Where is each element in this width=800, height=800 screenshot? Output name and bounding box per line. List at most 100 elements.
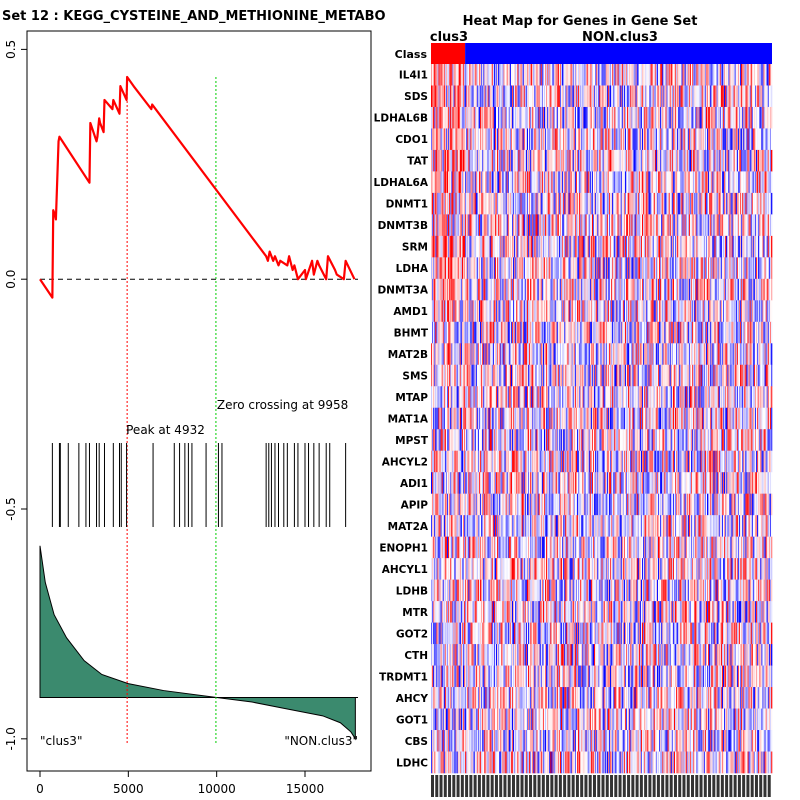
heatmap-cell <box>590 128 593 151</box>
heatmap-cell <box>699 278 701 301</box>
heatmap-cell <box>562 64 564 86</box>
heatmap-cell <box>530 85 532 108</box>
heatmap-cell <box>579 257 581 280</box>
heatmap-cell <box>730 106 732 129</box>
heatmap-cell <box>516 300 518 323</box>
heatmap-cell <box>592 128 595 151</box>
heatmap-cell <box>626 300 628 323</box>
heatmap-cell <box>649 64 651 86</box>
heatmap-cell <box>719 343 722 366</box>
heatmap-cell <box>661 214 663 237</box>
heatmap-cell <box>765 128 768 151</box>
heatmap-cell <box>606 364 609 387</box>
heatmap-cell <box>706 214 709 237</box>
heatmap-cell <box>662 106 664 129</box>
heatmap-cell <box>745 128 747 151</box>
heatmap-cell <box>566 149 568 172</box>
heatmap-cell <box>637 278 640 301</box>
heatmap-cell <box>732 64 734 86</box>
heatmap-cell <box>541 235 544 258</box>
heatmap-cell <box>627 343 629 366</box>
heatmap-cell <box>660 278 662 301</box>
heatmap-cell <box>603 106 606 129</box>
heatmap-cell <box>530 257 532 280</box>
heatmap-cell <box>643 192 645 215</box>
heatmap-cell <box>594 235 596 258</box>
heatmap-cell <box>562 364 564 387</box>
heatmap-cell <box>529 364 531 387</box>
heatmap-cell <box>599 85 601 108</box>
heatmap-cell <box>491 343 494 366</box>
heatmap-cell <box>490 64 493 86</box>
heatmap-cell <box>603 257 606 280</box>
heatmap-cell <box>530 235 532 258</box>
heatmap-cell <box>519 364 521 387</box>
heatmap-cell <box>678 85 680 108</box>
heatmap-cell <box>501 106 503 129</box>
heatmap-cell <box>716 85 719 108</box>
heatmap-cell <box>629 106 631 129</box>
heatmap-cell <box>712 257 714 280</box>
heatmap-cell <box>542 128 545 151</box>
heatmap-cell <box>545 343 547 366</box>
heatmap-cell <box>656 85 659 108</box>
heatmap-cell <box>460 235 463 258</box>
heatmap-cell <box>760 300 762 323</box>
heatmap-cell <box>546 171 548 194</box>
heatmap-cell <box>701 364 704 387</box>
heatmap-cell <box>736 64 739 86</box>
heatmap-cell <box>442 106 445 129</box>
heatmap-cell <box>592 64 595 86</box>
heatmap-cell <box>498 128 500 151</box>
heatmap-cell <box>613 300 615 323</box>
heatmap-cell <box>669 235 672 258</box>
heatmap-cell <box>520 192 522 215</box>
heatmap-cell <box>745 64 747 86</box>
heatmap-cell <box>451 214 453 237</box>
heatmap-cell <box>767 278 770 301</box>
heatmap-cell <box>458 85 461 108</box>
heatmap-cell <box>562 149 564 172</box>
heatmap-cell <box>449 149 451 172</box>
heatmap-cell <box>508 64 511 86</box>
heatmap-cell <box>543 321 546 344</box>
heatmap-cell <box>682 278 684 301</box>
heatmap-cell <box>645 300 647 323</box>
heatmap-cell <box>637 257 640 280</box>
heatmap-cell <box>506 192 509 215</box>
heatmap-cell <box>472 278 474 301</box>
heatmap-cell <box>627 149 629 172</box>
heatmap-cell <box>525 128 528 151</box>
heatmap-cell <box>536 128 538 151</box>
heatmap-cell <box>565 278 567 301</box>
heatmap-cell <box>718 343 721 366</box>
heatmap-cell <box>644 171 646 194</box>
heatmap-cell <box>596 149 598 172</box>
heatmap-cell <box>633 364 635 387</box>
heatmap-cell <box>547 214 549 237</box>
heatmap-cell <box>461 192 464 215</box>
heatmap-cell <box>613 235 615 258</box>
heatmap-cell <box>442 386 445 409</box>
heatmap-cell <box>539 300 542 323</box>
heatmap-cell <box>600 278 602 301</box>
heatmap-cell <box>462 149 465 172</box>
heatmap-cell <box>471 278 473 301</box>
heatmap-cell <box>588 235 591 258</box>
heatmap-cell <box>530 149 532 172</box>
heatmap-cell <box>554 214 557 237</box>
heatmap-cell <box>591 343 594 366</box>
heatmap-cell <box>612 64 614 86</box>
heatmap-cell <box>660 192 662 215</box>
class-label-non-clus3: NON.clus3 <box>582 30 658 45</box>
heatmap-cell <box>641 321 644 344</box>
heatmap-cell <box>514 386 516 409</box>
heatmap-cell <box>630 321 632 344</box>
heatmap-cell <box>604 235 607 258</box>
heatmap-cell <box>601 85 603 108</box>
heatmap-cell <box>556 85 559 108</box>
heatmap-cell <box>756 149 758 172</box>
heatmap-cell <box>561 278 563 301</box>
heatmap-cell <box>731 364 733 387</box>
heatmap-cell <box>726 64 728 86</box>
